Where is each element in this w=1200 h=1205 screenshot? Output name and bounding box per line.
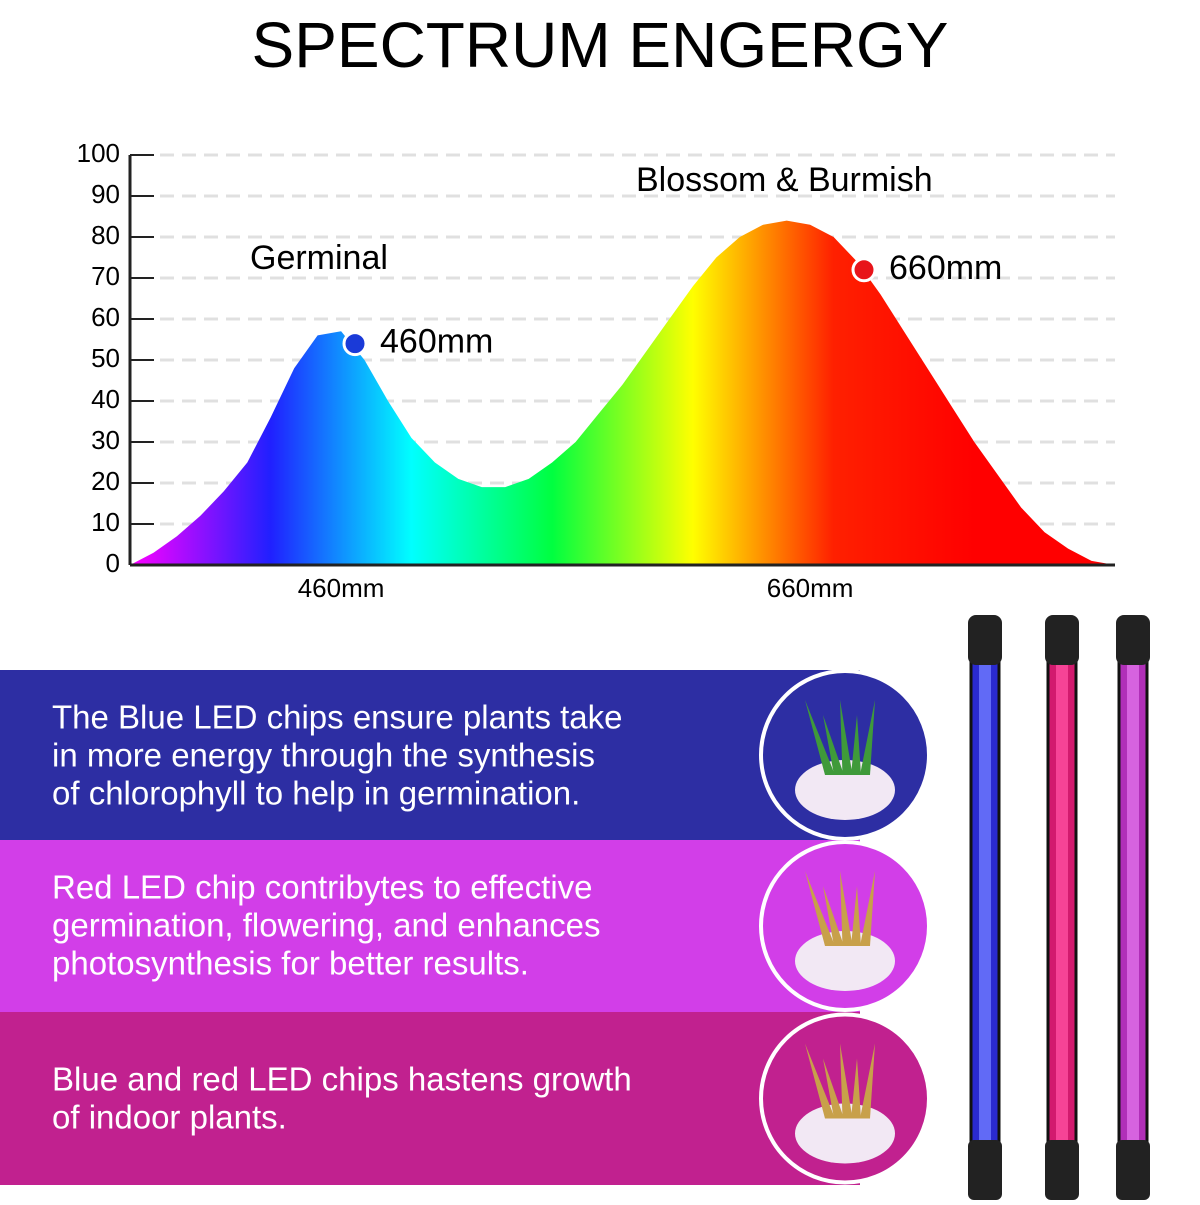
panel-text: of indoor plants.: [52, 1099, 287, 1136]
x-tick-label: 460mm: [298, 573, 385, 603]
panel-text: in more energy through the synthesis: [52, 737, 595, 774]
leaf: [860, 1043, 875, 1119]
panel-text: germination, flowering, and enhances: [52, 907, 601, 944]
panel: [0, 670, 860, 840]
leaf: [851, 1058, 861, 1119]
leaf: [805, 1043, 835, 1119]
annotation: Germinal: [250, 239, 388, 277]
marker-dot: [342, 331, 368, 357]
leaf: [840, 1043, 853, 1119]
panel-text: Blue and red LED chips hastens growth: [52, 1061, 632, 1098]
led-lights: [968, 615, 1150, 1200]
leaf: [823, 1058, 844, 1119]
y-tick-label: 100: [77, 138, 120, 168]
marker-label: 660mm: [889, 249, 1002, 287]
x-tick-label: 660mm: [767, 573, 854, 603]
y-tick-label: 90: [91, 179, 120, 209]
panel-text: The Blue LED chips ensure plants take: [52, 699, 623, 736]
y-tick-label: 50: [91, 343, 120, 373]
leaf: [860, 700, 875, 775]
y-tick-label: 20: [91, 466, 120, 496]
leaf: [851, 886, 861, 946]
panel: [0, 1012, 860, 1185]
spectrum-area: [130, 220, 1115, 565]
y-tick-label: 60: [91, 302, 120, 332]
y-tick-label: 10: [91, 507, 120, 537]
leaf: [805, 871, 835, 946]
y-tick-label: 70: [91, 261, 120, 291]
annotation: Blossom & Burmish: [636, 161, 933, 199]
y-tick-label: 40: [91, 384, 120, 414]
panel-text: Red LED chip contribytes to effective: [52, 869, 593, 906]
leaf: [840, 700, 853, 775]
y-tick-label: 80: [91, 220, 120, 250]
y-tick-label: 0: [106, 548, 120, 578]
leaf: [823, 886, 844, 946]
leaf: [860, 871, 875, 946]
leaf: [805, 700, 835, 775]
leaf: [823, 715, 844, 775]
y-tick-label: 30: [91, 425, 120, 455]
panel: [0, 840, 860, 1012]
leaf: [851, 715, 861, 775]
panel-text: of chlorophyll to help in germination.: [52, 775, 580, 812]
panel-text: photosynthesis for better results.: [52, 945, 529, 982]
marker-label: 460mm: [380, 323, 493, 361]
leaf: [840, 871, 853, 946]
chart-title: SPECTRUM ENGERGY: [252, 9, 949, 81]
marker-dot: [851, 257, 877, 283]
